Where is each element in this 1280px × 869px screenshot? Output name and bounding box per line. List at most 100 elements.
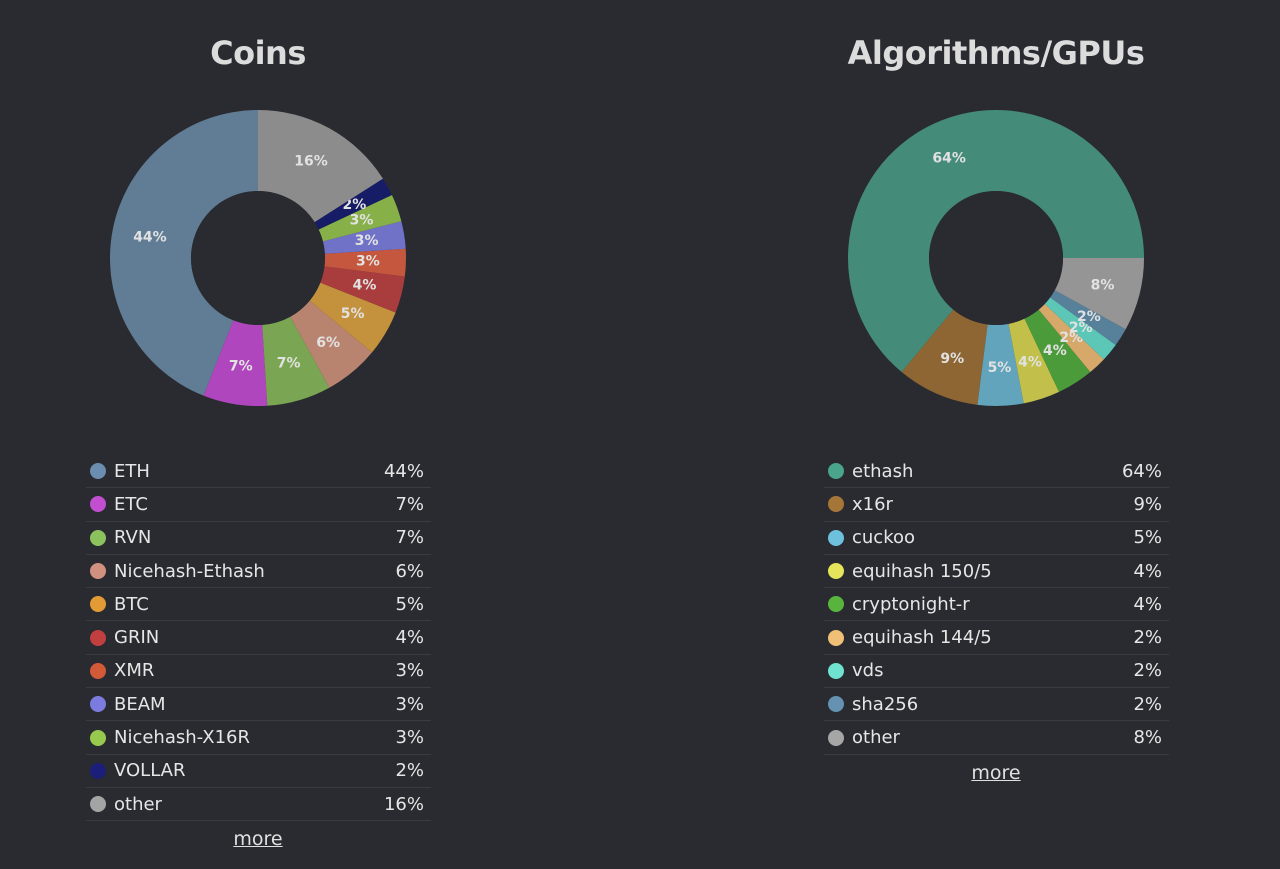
slice-label-beam: 3% [355, 233, 379, 249]
slice-label-cuckoo: 5% [988, 360, 1012, 376]
legend-item-xmr: XMR 3% [86, 655, 431, 689]
slice-x16r [901, 309, 988, 405]
legend-label: other [114, 793, 162, 815]
slice-label-ethash: 64% [932, 150, 966, 166]
legend-dot [828, 563, 844, 580]
slice-label-xmr: 3% [356, 253, 380, 269]
slice-label-sha256: 2% [1077, 309, 1101, 325]
slice-label-cryptonight-r: 4% [1043, 343, 1067, 359]
slice-vds [1044, 297, 1116, 360]
legend-label: Nicehash-X16R [114, 727, 251, 749]
legend-dot [90, 662, 106, 679]
legend-dot [90, 629, 106, 646]
legend-item-cryptonight-r: cryptonight-r 4% [824, 588, 1169, 622]
slice-equihash-144-5 [1038, 303, 1104, 373]
legend-label: GRIN [114, 627, 160, 649]
legend-label: BTC [114, 593, 149, 615]
slice-grin [320, 266, 405, 313]
slice-cuckoo [977, 323, 1024, 406]
slice-label-eth: 44% [133, 229, 167, 245]
coins-legend: ETH 44% ETC 7% RVN 7% Nicehash-Ethash 6% BTC 5% GR… [86, 455, 431, 822]
legend-value: 5% [1133, 527, 1162, 549]
slice-label-x16r: 9% [940, 351, 964, 367]
legend-dot [90, 463, 106, 480]
slice-other [258, 110, 383, 223]
legend-dot [90, 729, 106, 746]
legend-value: 7% [395, 493, 424, 515]
legend-item-equihash-144-5: equihash 144/5 2% [824, 621, 1169, 655]
legend-dot [90, 496, 106, 513]
legend-value: 7% [395, 527, 424, 549]
legend-item-other: other 8% [824, 721, 1169, 755]
legend-value: 9% [1133, 493, 1162, 515]
legend-dot [90, 696, 106, 713]
legend-label: sha256 [852, 693, 919, 715]
slice-ethash [848, 109, 1144, 373]
legend-label: cuckoo [852, 527, 916, 549]
slice-nicehash-x16r [318, 194, 402, 242]
slice-label-btc: 5% [341, 306, 365, 322]
algorithms-legend: ethash 64% x16r 9% cuckoo 5% equihash 150/5 4% c… [824, 455, 1169, 755]
chart-title: Algorithms/GPUs [847, 34, 1145, 72]
legend-value: 16% [383, 793, 424, 815]
slice-beam [322, 221, 406, 254]
coins-more-link[interactable]: more [233, 828, 283, 850]
legend-item-sha256: sha256 2% [824, 688, 1169, 722]
slice-cryptonight-r [1024, 309, 1091, 392]
legend-label: vds [852, 660, 884, 682]
legend-value: 3% [395, 693, 424, 715]
legend-item-nicehash-ethash: Nicehash-Ethash 6% [86, 555, 431, 589]
legend-dot [828, 496, 844, 513]
legend-value: 4% [1133, 593, 1162, 615]
legend-dot [90, 563, 106, 580]
legend-item-ethash: ethash 64% [824, 455, 1169, 489]
legend-item-beam: BEAM 3% [86, 688, 431, 722]
algorithms-panel: Algorithms/GPUs 64% 9% 5% 4% 4% 2% 2% 2% 8% etha… [796, 0, 1196, 869]
legend-label: x16r [852, 493, 893, 515]
legend-item-grin: GRIN 4% [86, 621, 431, 655]
legend-item-vds: vds 2% [824, 655, 1169, 689]
legend-dot [828, 463, 844, 480]
legend-dot [828, 729, 844, 746]
legend-dot [828, 529, 844, 546]
legend-label: RVN [114, 527, 152, 549]
legend-dot [828, 696, 844, 713]
legend-item-other: other 16% [86, 788, 431, 822]
algorithms-more-link[interactable]: more [971, 762, 1021, 784]
slice-label-other: 8% [1091, 277, 1115, 293]
legend-label: other [852, 727, 900, 749]
legend-dot [90, 529, 106, 546]
legend-value: 8% [1133, 727, 1162, 749]
legend-label: cryptonight-r [852, 593, 970, 615]
slice-btc [309, 282, 396, 353]
slice-label-nicehash-x16r: 3% [350, 213, 374, 229]
legend-dot [90, 596, 106, 613]
legend-label: Nicehash-Ethash [114, 560, 265, 582]
legend-value: 2% [1133, 660, 1162, 682]
legend-label: equihash 150/5 [852, 560, 992, 582]
legend-label: VOLLAR [114, 760, 186, 782]
legend-value: 2% [395, 760, 424, 782]
donut-hole [191, 191, 325, 325]
slice-other [1054, 258, 1144, 330]
legend-item-vollar: VOLLAR 2% [86, 755, 431, 788]
legend-value: 2% [1133, 627, 1162, 649]
slice-xmr [324, 248, 406, 277]
slice-label-grin: 4% [353, 277, 377, 293]
legend-item-etc: ETC 7% [86, 488, 431, 522]
legend-value: 64% [1121, 460, 1162, 482]
coins-panel: Coins 44% 7% 7% 6% 5% 4% 3% 3% 3% 2% 16% ETH 44% ETC… [58, 0, 458, 869]
slice-eth [109, 110, 258, 396]
slice-etc [203, 320, 268, 406]
legend-item-eth: ETH 44% [86, 455, 431, 489]
legend-label: ETH [114, 460, 150, 482]
legend-item-nicehash-x16r: Nicehash-X16R 3% [86, 721, 431, 755]
slice-nicehash-ethash [290, 300, 373, 388]
legend-label: ETC [114, 493, 148, 515]
slice-sha256 [1050, 290, 1126, 345]
legend-label: ethash [852, 460, 914, 482]
legend-item-rvn: RVN 7% [86, 522, 431, 555]
legend-dot [828, 629, 844, 646]
legend-label: BEAM [114, 693, 166, 715]
legend-value: 4% [395, 627, 424, 649]
